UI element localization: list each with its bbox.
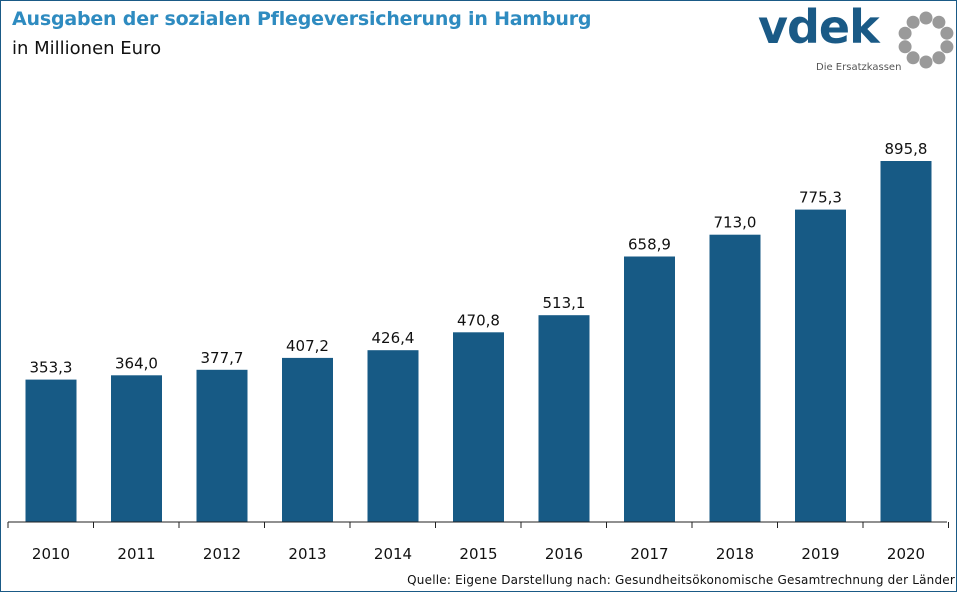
bar-value-label: 470,8 [457, 311, 500, 329]
logo-dot [919, 11, 933, 25]
logo-dot [932, 51, 946, 65]
bar-value-label: 658,9 [628, 236, 671, 254]
bar-value-label: 513,1 [543, 294, 586, 312]
bar [367, 350, 419, 522]
x-tick-label: 2019 [801, 545, 839, 563]
bar [25, 379, 77, 522]
bar-value-label: 713,0 [714, 214, 757, 232]
x-tick-label: 2013 [288, 545, 326, 563]
bar-value-label: 895,8 [885, 140, 928, 158]
x-tick-label: 2015 [459, 545, 497, 563]
x-tick-label: 2017 [630, 545, 668, 563]
bar-value-label: 775,3 [799, 189, 842, 207]
logo-dot [898, 26, 912, 40]
x-tick-label: 2014 [374, 545, 412, 563]
x-tick-label: 2010 [32, 545, 70, 563]
bar [880, 161, 932, 522]
bar [196, 369, 248, 522]
chart-title: Ausgaben der sozialen Pflegeversicherung… [12, 8, 592, 30]
logo-dot [898, 40, 912, 54]
logo-dot [932, 15, 946, 29]
x-tick-label: 2011 [117, 545, 155, 563]
x-tick-label: 2020 [887, 545, 925, 563]
bar-value-label: 407,2 [286, 337, 329, 355]
ring-of-dots-icon [898, 11, 954, 69]
bar [538, 315, 590, 522]
bar-value-label: 364,0 [115, 354, 158, 372]
vdek-logo: vdek Die Ersatzkassen [756, 0, 956, 80]
bar [453, 332, 504, 522]
x-tick-label: 2016 [545, 545, 583, 563]
bar [111, 375, 162, 522]
bar [624, 256, 675, 522]
chart-subtitle: in Millionen Euro [12, 38, 162, 59]
logo-dot [906, 51, 920, 65]
x-tick-label: 2012 [203, 545, 241, 563]
x-tick-label: 2018 [716, 545, 754, 563]
logo-dot [906, 15, 920, 29]
logo-wordmark: vdek [758, 0, 880, 54]
logo-dot [940, 26, 954, 40]
logo-dot [919, 55, 933, 69]
bar [795, 209, 846, 522]
bar [282, 357, 333, 522]
bar [709, 234, 761, 522]
source-note: Quelle: Eigene Darstellung nach: Gesundh… [407, 573, 955, 587]
bar-value-label: 426,4 [372, 329, 415, 347]
bar-value-label: 353,3 [30, 359, 73, 377]
bar-value-label: 377,7 [201, 349, 244, 367]
logo-tagline: Die Ersatzkassen [816, 62, 902, 73]
logo-dot [940, 40, 954, 54]
